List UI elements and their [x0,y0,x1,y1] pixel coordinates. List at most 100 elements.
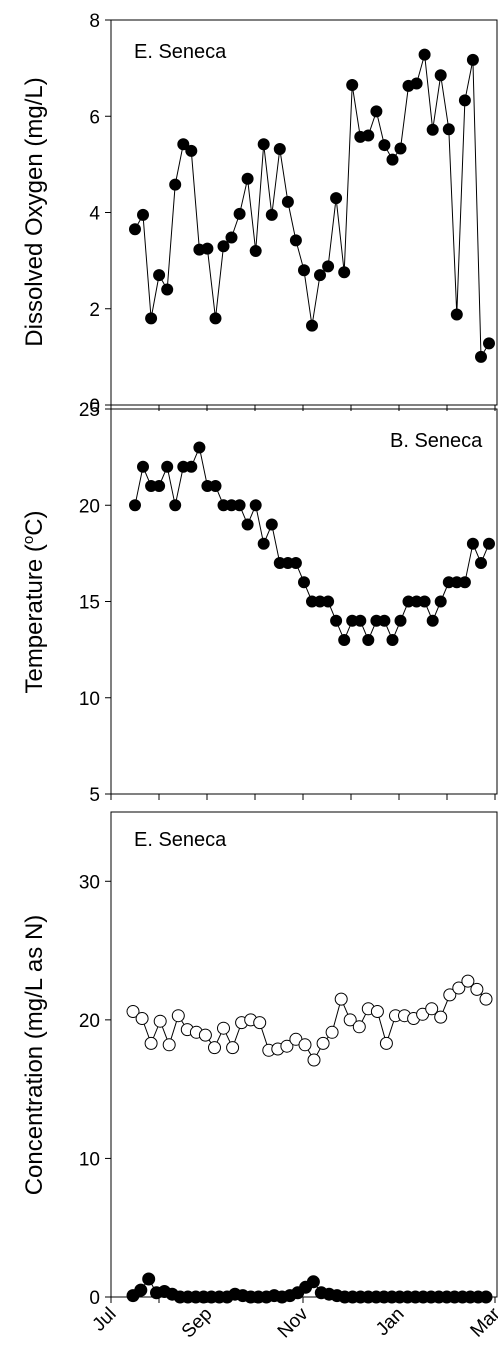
data-point-filled [434,595,447,608]
y-tick-label: 20 [79,1011,100,1032]
data-point-open [461,974,475,988]
y-tick-label: 0 [89,396,100,417]
data-point-open [208,1041,221,1055]
data-point-filled [354,614,367,627]
panel-dissolved-oxygen: 0 2 4 6 8 E. Seneca Dissolved Oxygen (mg/L) [21,11,498,417]
data-point-filled [450,308,463,321]
data-point-filled [362,634,375,646]
data-point-filled [418,595,431,608]
data-point-open [153,1014,167,1028]
data-point-filled [209,312,222,325]
data-point-filled [233,207,246,220]
data-point-filled [298,576,310,589]
data-point-filled [466,537,479,550]
data-point-filled [153,480,166,492]
data-point-open [126,1005,140,1018]
data-point-filled [134,1283,148,1297]
data-point-filled [249,245,262,257]
data-point-filled [169,178,182,191]
data-point-filled [338,266,351,279]
data-point-filled [314,269,326,282]
data-point-open [253,1016,267,1030]
data-point-open [144,1036,158,1050]
y-axis-title: Concentration (mg/L as N) [21,915,48,1196]
y-tick-label: 25 [79,400,100,421]
data-point-filled [241,172,254,185]
data-point-filled [193,441,206,454]
data-point-filled [458,94,471,107]
y-tick-label: 8 [89,11,100,32]
data-point-filled [257,537,270,550]
data-point-filled [442,123,455,136]
data-point-open [217,1021,230,1035]
data-point-filled [153,269,166,282]
data-point-filled [322,595,335,608]
data-point-open [171,1009,185,1023]
data-point-filled [177,138,190,151]
panel-label: E. Seneca [134,829,227,851]
data-point-filled [137,208,149,221]
data-point-filled [386,153,399,166]
data-point-filled [209,480,222,492]
data-point-open [343,1013,357,1027]
data-point-open [280,1039,294,1053]
data-point-filled [225,231,238,244]
data-point-filled [466,53,479,66]
data-point-filled [289,557,302,569]
data-point-open [226,1041,240,1055]
data-point-filled [418,48,431,61]
data-point-open [162,1038,176,1052]
data-point-filled [483,537,495,550]
panel-temperature: 5 10 15 20 25 B. Seneca Temperature (oC) [20,400,498,806]
series-line [134,54,490,359]
y-tick-label: 10 [79,1149,100,1170]
data-point-filled [145,312,158,325]
data-point-open [425,1002,439,1016]
data-point-filled [378,614,391,627]
y-tick-label: 30 [79,872,100,893]
data-point-filled [306,1275,320,1289]
y-tick-label: 2 [89,300,100,321]
data-point-open [307,1053,321,1067]
data-point-filled [426,614,439,627]
data-point-filled [386,634,399,646]
x-tick-label: Jan [372,1304,409,1341]
y-axis-title-part: Temperature ( [21,544,48,693]
y-tick-label: 15 [79,593,100,614]
data-point-filled [201,242,214,255]
data-point-filled [298,264,310,277]
data-point-filled [257,138,270,151]
data-point-open [443,988,457,1002]
data-point-open [298,1038,312,1052]
data-point-filled [330,192,343,205]
y-tick-label: 10 [79,689,100,710]
data-point-open [379,1036,393,1050]
data-point-open [198,1028,212,1042]
data-point-filled [338,634,351,646]
panel-label: E. Seneca [134,41,227,63]
data-point-filled [483,337,495,350]
data-point-filled [306,319,318,332]
data-point-filled [378,139,391,152]
data-point-filled [273,143,286,155]
data-point-open [352,1020,366,1034]
data-point-filled [475,557,487,569]
panel-label: B. Seneca [390,430,483,452]
y-tick-label: 4 [89,204,100,225]
data-point-filled [169,499,182,512]
data-point-filled [265,208,278,221]
data-point-open [325,1025,339,1039]
data-point-filled [479,1290,493,1304]
data-point-filled [394,142,407,155]
data-point-filled [265,518,278,531]
plot-frame [110,811,498,1298]
y-axis-title: Temperature (oC) [20,510,48,693]
data-point-filled [217,240,230,253]
data-point-filled [185,460,198,473]
data-point-filled [362,129,375,142]
data-point-filled [289,234,302,247]
x-tick-label: Sep [178,1304,217,1343]
x-tick-label: Mar [467,1303,498,1341]
y-tick-label: 5 [89,785,100,806]
data-point-filled [185,144,198,157]
